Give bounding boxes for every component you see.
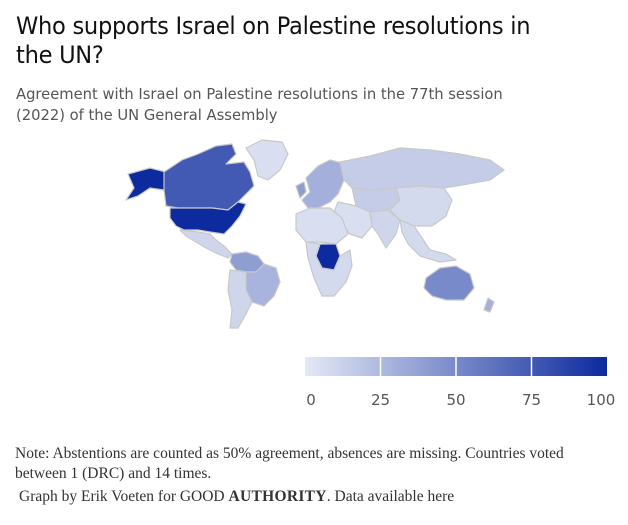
legend-tick-label: 50 (446, 391, 465, 409)
legend-tick-label: 75 (522, 391, 541, 409)
region-greenland (245, 139, 289, 181)
footnote: Note: Abstentions are counted as 50% agr… (15, 445, 564, 482)
region-north-africa (295, 207, 349, 245)
legend-tick-label: 0 (306, 391, 316, 409)
region-alaska (125, 167, 167, 201)
color-legend: 0 25 50 75 100 (305, 357, 616, 409)
region-canada (163, 143, 255, 211)
region-argentina (227, 269, 253, 329)
region-southeast-asia (399, 219, 457, 263)
chart-title: Who supports Israel on Palestine resolut… (16, 12, 531, 69)
region-australia (423, 265, 475, 301)
chart-subtitle: Agreement with Israel on Palestine resol… (16, 85, 503, 124)
world-map (125, 139, 505, 329)
legend-tick-label: 25 (371, 391, 390, 409)
region-china (389, 185, 453, 227)
credit-suffix: . Data available here (326, 488, 455, 505)
region-united-kingdom (295, 181, 307, 199)
region-mexico (179, 229, 233, 259)
region-united-states (169, 201, 247, 235)
region-europe (301, 159, 347, 209)
region-russia (339, 147, 505, 191)
credit-prefix: Graph by Erik Voeten for GOOD (19, 488, 229, 505)
credit-line: Graph by Erik Voeten for GOOD AUTHORITY.… (19, 487, 619, 507)
region-southern-africa (305, 241, 353, 297)
legend-tick-label: 100 (587, 391, 616, 409)
credit-brand: AUTHORITY (228, 488, 327, 505)
region-india (369, 209, 401, 249)
region-new-zealand (483, 297, 495, 313)
